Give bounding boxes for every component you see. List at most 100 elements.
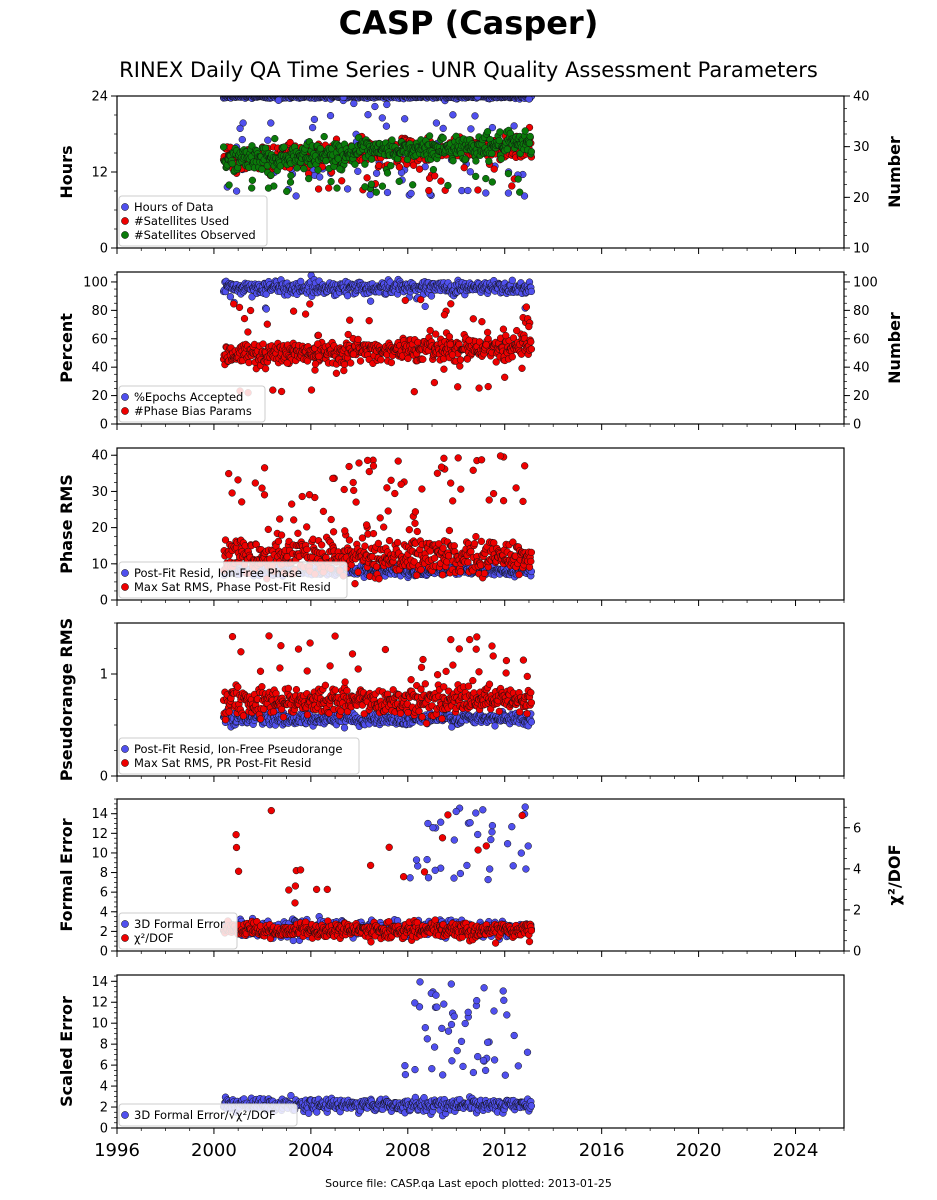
y-tick-label: 24: [91, 90, 108, 105]
legend-label: Post-Fit Resid, Ion-Free Phase: [134, 566, 302, 580]
data-point: [363, 174, 371, 182]
data-point: [322, 157, 330, 165]
data-point: [225, 708, 233, 716]
y-tick-label: 10: [91, 557, 108, 572]
data-point: [235, 303, 244, 312]
data-point: [407, 676, 415, 684]
data-point: [410, 558, 418, 566]
data-point: [276, 515, 284, 523]
panel-2: 020406080100Percent020406080100Number%Ep…: [57, 271, 904, 433]
data-point: [395, 163, 404, 171]
data-point: [260, 464, 269, 472]
data-point: [240, 314, 249, 323]
data-point: [527, 148, 536, 156]
y2-axis-label: Number: [885, 312, 904, 384]
y2-axis-label: Number: [885, 136, 904, 208]
y-tick-label: 60: [91, 332, 108, 347]
data-point: [433, 469, 442, 477]
series-1-points: [219, 272, 536, 313]
data-point: [385, 536, 394, 545]
data-point: [384, 507, 392, 515]
data-point: [418, 713, 426, 721]
data-point: [440, 683, 448, 691]
data-point: [365, 467, 373, 476]
data-point: [366, 297, 375, 305]
y-tick-label: 20: [91, 389, 108, 404]
data-point: [514, 175, 522, 183]
data-point: [329, 474, 337, 483]
data-point: [277, 387, 286, 396]
data-point: [527, 718, 536, 726]
data-point: [315, 352, 323, 360]
data-point: [376, 514, 384, 522]
data-point: [499, 497, 508, 505]
data-point: [485, 680, 494, 688]
data-point: [527, 345, 536, 353]
data-point: [471, 112, 479, 120]
data-point: [439, 134, 447, 142]
data-point: [456, 568, 465, 576]
data-point: [439, 124, 447, 133]
x-axis-ticks: [116, 248, 845, 254]
data-point: [440, 365, 448, 373]
data-point: [419, 355, 427, 363]
data-point: [470, 539, 479, 548]
data-point: [279, 713, 288, 721]
data-point: [417, 685, 425, 693]
data-point: [508, 276, 516, 284]
data-point: [496, 128, 504, 136]
data-point: [454, 454, 462, 462]
data-point: [527, 557, 535, 566]
data-point: [488, 123, 497, 132]
data-point: [515, 570, 523, 579]
data-point: [383, 484, 391, 492]
data-point: [450, 542, 458, 550]
data-point: [395, 177, 403, 186]
data-point: [458, 186, 466, 195]
data-point: [427, 292, 436, 300]
data-point: [310, 115, 319, 124]
data-point: [232, 187, 241, 195]
data-point: [363, 456, 372, 465]
data-point: [289, 307, 298, 315]
data-point: [418, 485, 426, 493]
data-point: [365, 317, 373, 325]
data-point: [464, 186, 472, 195]
data-point: [355, 459, 363, 467]
data-point: [350, 486, 358, 495]
data-point: [219, 143, 228, 151]
data-point: [421, 680, 429, 688]
data-point: [383, 188, 392, 197]
data-point: [378, 114, 386, 122]
data-point: [404, 354, 412, 363]
data-point: [314, 340, 322, 348]
data-point: [292, 685, 301, 694]
data-point: [497, 155, 505, 163]
data-point: [467, 125, 475, 133]
data-point: [387, 358, 396, 367]
data-point: [251, 479, 259, 487]
legend-label: Hours of Data: [134, 200, 214, 214]
data-point: [409, 181, 417, 189]
y2-tick-label: 10: [853, 242, 870, 257]
data-point: [521, 462, 529, 470]
panel-2-legend: %Epochs Accepted#Phase Bias Params: [118, 385, 266, 423]
data-point: [246, 306, 255, 315]
data-point: [347, 561, 355, 569]
legend-label: #Phase Bias Params: [134, 404, 252, 418]
data-point: [258, 484, 266, 492]
legend-label: #Satellites Used: [134, 214, 229, 228]
data-point: [327, 177, 335, 186]
data-point: [345, 462, 353, 471]
data-point: [387, 476, 395, 484]
data-point: [372, 169, 381, 177]
data-point: [461, 155, 470, 163]
data-point: [290, 516, 298, 524]
data-point: [369, 529, 378, 538]
legend-box: [118, 385, 266, 423]
data-point: [445, 552, 453, 560]
data-point: [287, 171, 295, 180]
data-point: [238, 498, 246, 506]
data-point: [496, 452, 505, 460]
